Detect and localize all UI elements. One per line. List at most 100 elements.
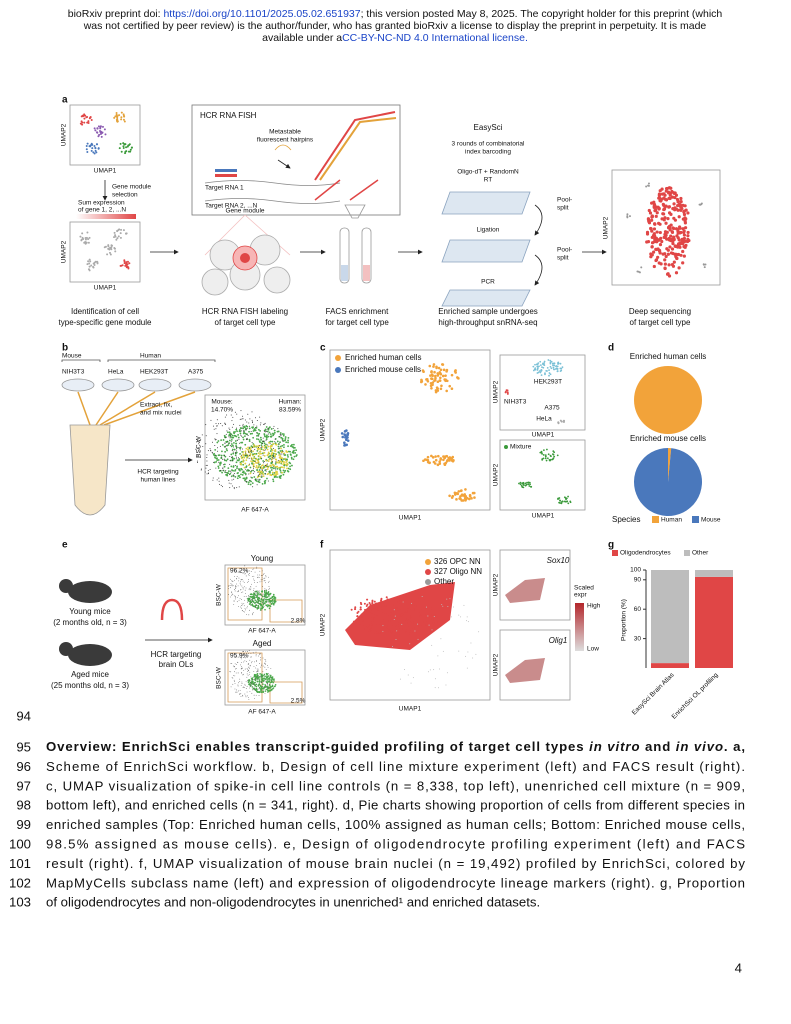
cell-dot bbox=[415, 631, 418, 634]
cell-dot bbox=[220, 484, 222, 486]
cell-dot bbox=[240, 668, 242, 670]
cell-dot bbox=[235, 656, 237, 658]
cell-dot bbox=[269, 593, 271, 596]
cell-dot bbox=[252, 678, 254, 680]
cell-dot bbox=[244, 660, 246, 662]
cell-dot bbox=[257, 590, 259, 591]
cell-dot bbox=[526, 481, 528, 484]
cell-dot bbox=[345, 429, 348, 432]
cell-dot bbox=[120, 116, 123, 119]
cell-dot bbox=[260, 677, 263, 679]
cell-dot bbox=[367, 629, 370, 632]
cell-dot bbox=[270, 600, 272, 603]
cell-dot bbox=[271, 599, 274, 602]
label: HEK293T bbox=[534, 379, 562, 386]
cell-dot bbox=[97, 147, 100, 150]
cell-dot bbox=[242, 686, 244, 688]
cell-dot bbox=[412, 603, 415, 606]
cell-dot bbox=[255, 596, 257, 598]
caption-line: Overview: EnrichSci enables transcript-g… bbox=[46, 739, 745, 754]
cell-dot bbox=[245, 476, 248, 479]
cell-dot bbox=[267, 480, 269, 482]
cell-dot bbox=[240, 589, 241, 591]
cell-dot bbox=[263, 462, 265, 464]
cell-dot bbox=[464, 488, 467, 491]
cell-dot bbox=[261, 570, 263, 572]
cell-dot bbox=[272, 602, 274, 605]
cell-dot bbox=[245, 570, 247, 571]
label: split bbox=[557, 255, 569, 262]
cell-dot bbox=[287, 445, 289, 448]
cell-dot bbox=[257, 604, 260, 607]
cell-dot bbox=[370, 628, 373, 631]
cell-dot bbox=[243, 654, 245, 655]
cell-dot bbox=[284, 463, 287, 466]
cell-dot bbox=[205, 443, 207, 445]
cell-dot bbox=[248, 430, 250, 433]
cell-dot bbox=[403, 625, 406, 628]
cell-dot bbox=[374, 631, 377, 634]
cell-dot bbox=[220, 454, 223, 457]
license-link[interactable]: CC-BY-NC-ND 4.0 International license. bbox=[342, 32, 528, 44]
cell-dot bbox=[247, 671, 249, 672]
cell-dot bbox=[238, 429, 241, 431]
cell-dot bbox=[124, 264, 127, 267]
cell-dot bbox=[247, 670, 249, 672]
label: Enriched mouse cells bbox=[345, 365, 421, 374]
cell-dot bbox=[250, 589, 252, 591]
cell-dot bbox=[552, 364, 554, 367]
cell-dot bbox=[224, 446, 226, 448]
cell-dot bbox=[256, 567, 257, 569]
cell-dot bbox=[223, 458, 225, 460]
cell-dot bbox=[259, 653, 261, 654]
cell-dot bbox=[230, 475, 233, 478]
line-number: 95 bbox=[16, 739, 31, 754]
cell-dot bbox=[264, 689, 266, 690]
cell-dot bbox=[248, 470, 250, 472]
cell-dot bbox=[371, 616, 374, 619]
panel-letter: c bbox=[320, 343, 326, 354]
cell-dot bbox=[89, 260, 92, 263]
cell-dot bbox=[233, 442, 235, 444]
cell-dot bbox=[671, 241, 675, 246]
cell-dot bbox=[667, 263, 671, 267]
doi-link[interactable]: https://doi.org/10.1101/2025.05.02.65193… bbox=[163, 8, 360, 20]
cell-dot bbox=[453, 491, 457, 495]
cell-dot bbox=[659, 236, 663, 240]
cell-dot bbox=[91, 147, 94, 150]
cell-dot bbox=[251, 460, 254, 463]
cell-dot bbox=[424, 617, 427, 620]
cell-dot bbox=[248, 699, 250, 700]
cell-dot bbox=[248, 450, 250, 452]
cell-dot bbox=[207, 470, 209, 472]
cell-dot bbox=[261, 464, 263, 467]
cell-dot bbox=[468, 495, 472, 498]
cell-dot bbox=[239, 571, 241, 573]
cell-dot bbox=[243, 669, 245, 671]
cell-dot bbox=[83, 113, 86, 116]
cell-dot bbox=[224, 423, 226, 425]
cell-dot bbox=[249, 472, 252, 475]
cell-dot bbox=[115, 115, 118, 118]
legend-swatch bbox=[425, 569, 431, 575]
cell-dot bbox=[432, 363, 436, 366]
label: brain OLs bbox=[159, 660, 194, 669]
label: 96.2% bbox=[230, 568, 249, 575]
cell-dot bbox=[467, 651, 469, 653]
cell-dot bbox=[251, 422, 253, 424]
cell-dot bbox=[229, 435, 232, 438]
cell-dot bbox=[414, 630, 416, 632]
cell-dot bbox=[259, 448, 262, 450]
cell-dot bbox=[216, 479, 218, 481]
cell-dot bbox=[258, 695, 260, 696]
cell-dot bbox=[239, 449, 241, 451]
label: Target RNA 2, ...N bbox=[205, 203, 258, 210]
cell-dot bbox=[244, 693, 246, 695]
cell-dot bbox=[262, 599, 264, 601]
cell-dot bbox=[260, 679, 263, 681]
cell-dot bbox=[539, 360, 542, 363]
cell-dot bbox=[125, 146, 128, 149]
cell-dot bbox=[541, 366, 543, 369]
label: Low bbox=[587, 646, 599, 653]
cell-dot bbox=[261, 603, 263, 604]
